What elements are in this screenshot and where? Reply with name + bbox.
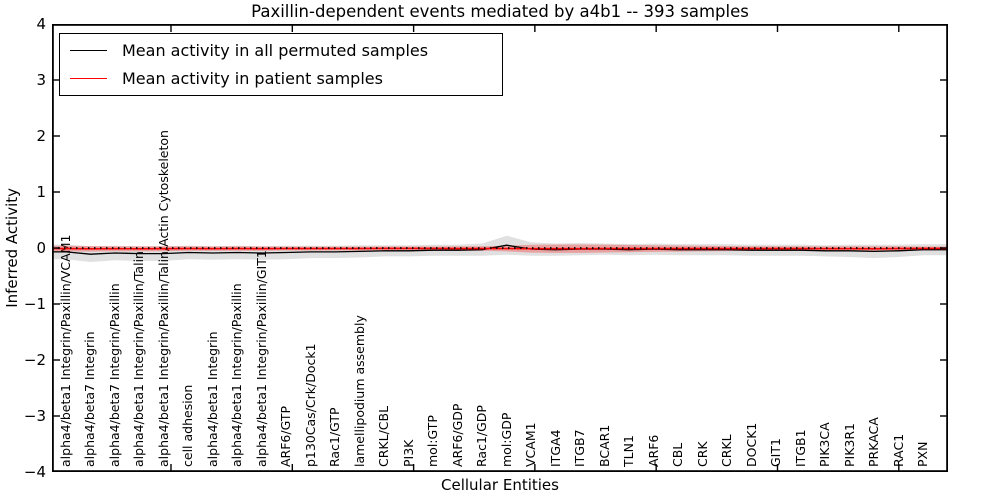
y-tick-label-4: 4 — [36, 15, 46, 33]
y-tick-label-−1: −1 — [23, 295, 46, 313]
chart-title: Paxillin-dependent events mediated by a4… — [251, 2, 749, 21]
axes-frame — [51, 23, 949, 473]
legend: Mean activity in all permuted samples Me… — [59, 33, 503, 96]
y-tick-label-1: 1 — [36, 183, 46, 201]
y-tick-label-0: 0 — [36, 239, 46, 257]
y-tick-label-3: 3 — [36, 71, 46, 89]
y-tick-label-−4: −4 — [23, 463, 46, 481]
y-tick-label-−3: −3 — [23, 407, 46, 425]
legend-label-permuted: Mean activity in all permuted samples — [122, 40, 429, 60]
y-tick-label-−2: −2 — [23, 351, 46, 369]
plot-area — [51, 23, 949, 473]
x-axis-label: Cellular Entities — [441, 476, 559, 494]
legend-item-patient: Mean activity in patient samples — [60, 69, 502, 88]
y-tick-label-2: 2 — [36, 127, 46, 145]
legend-line-red-icon — [70, 78, 107, 80]
legend-label-patient: Mean activity in patient samples — [122, 69, 383, 89]
legend-item-permuted: Mean activity in all permuted samples — [60, 41, 502, 60]
legend-line-black-icon — [70, 49, 107, 51]
line-series-0 — [52, 244, 948, 255]
